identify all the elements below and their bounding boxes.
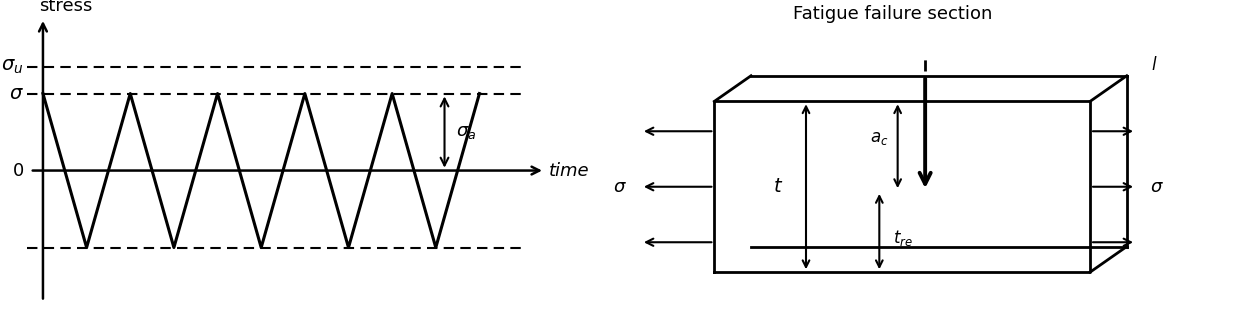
Text: $\sigma_a$: $\sigma_a$	[456, 123, 476, 141]
Text: $t_{re}$: $t_{re}$	[893, 228, 913, 248]
Text: $\sigma$: $\sigma$	[1149, 178, 1163, 196]
Text: $\sigma_u$: $\sigma_u$	[1, 57, 24, 76]
Text: 0: 0	[12, 162, 24, 180]
Text: time: time	[549, 162, 590, 180]
Text: $\sigma$: $\sigma$	[614, 178, 627, 196]
Text: Fatigue failure section: Fatigue failure section	[794, 5, 993, 23]
Text: $t$: $t$	[773, 177, 784, 196]
Text: $l$: $l$	[1151, 56, 1158, 74]
Text: $a_c$: $a_c$	[870, 129, 889, 147]
Text: $\sigma$: $\sigma$	[9, 84, 24, 103]
Text: stress: stress	[38, 0, 92, 15]
